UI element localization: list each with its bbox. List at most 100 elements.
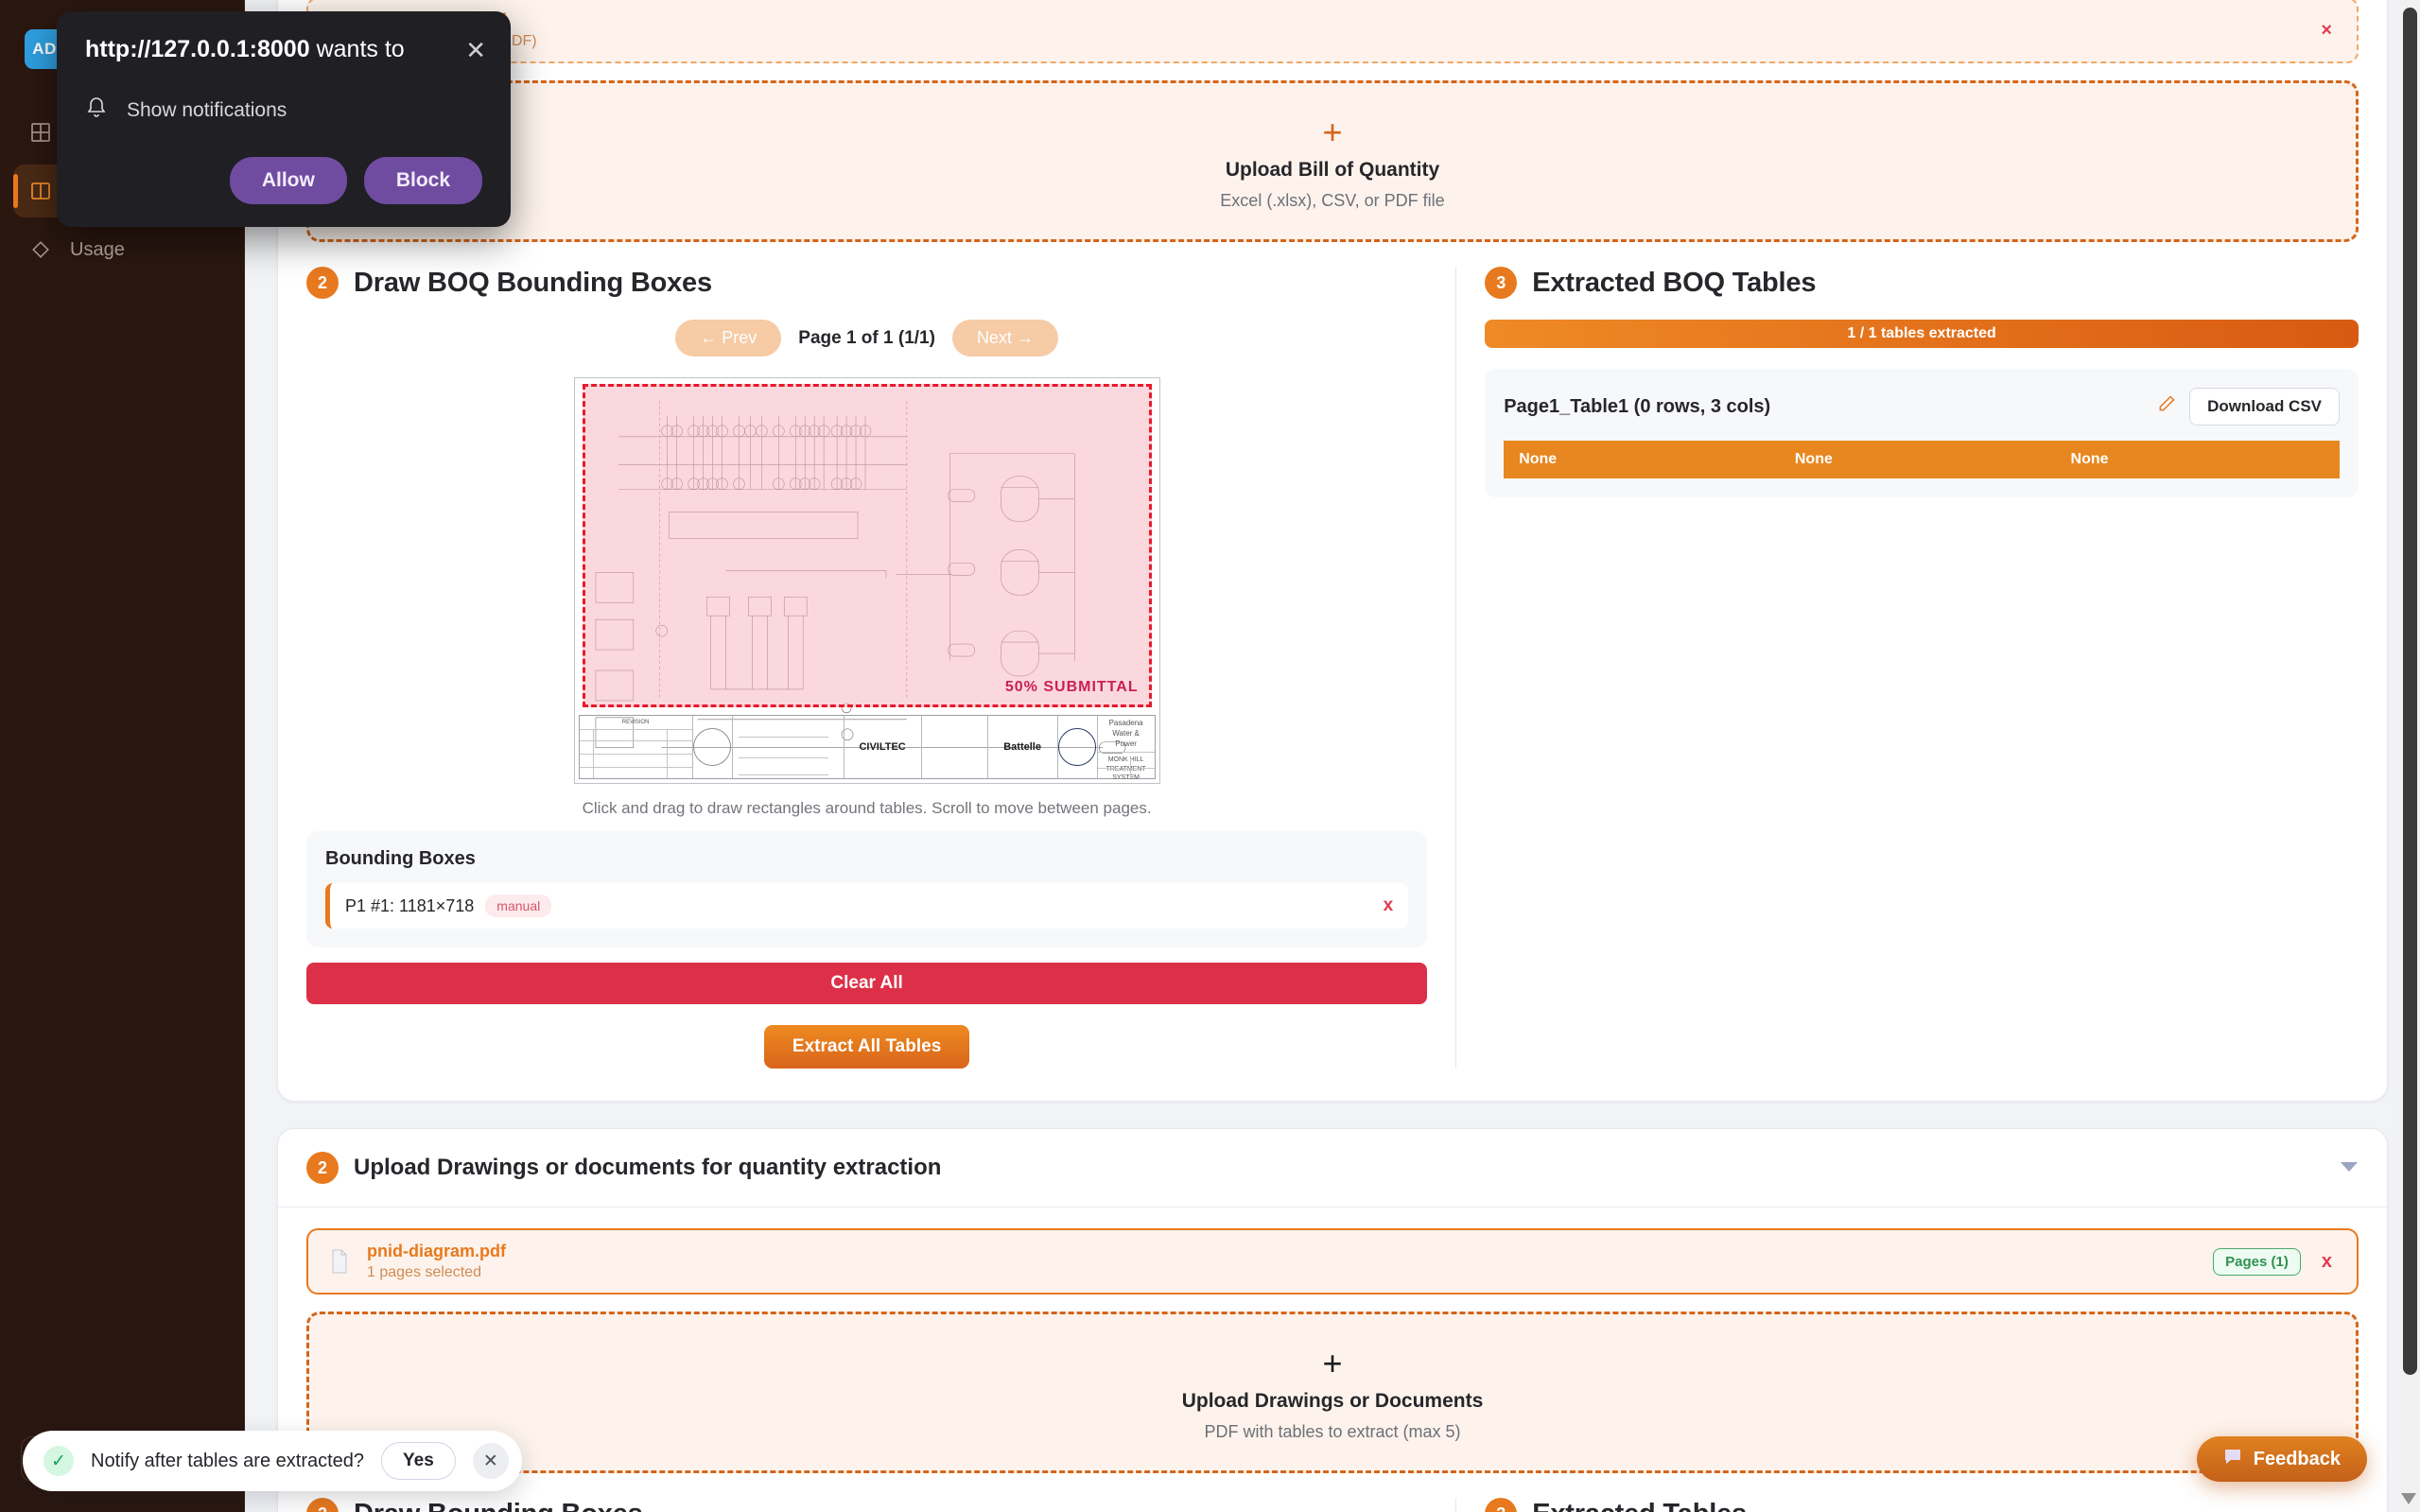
- clear-all-button[interactable]: Clear All: [306, 963, 1428, 1004]
- boq-file-chip[interactable]: pnid-diagram.pdf Pending extraction (PDF…: [306, 0, 2359, 63]
- extracted-table-header: Page1_Table1 (0 rows, 3 cols) Download C…: [1504, 388, 2341, 426]
- page-indicator: Page 1 of 1 (1/1): [798, 327, 935, 348]
- block-button[interactable]: Block: [363, 157, 482, 204]
- toast-message: Notify after tables are extracted?: [91, 1450, 365, 1471]
- drawings-dropzone-subtitle: PDF with tables to extract (max 5): [1204, 1422, 1461, 1441]
- drawings-extracted-header: 3 Extracted Tables: [1485, 1498, 2359, 1512]
- step-badge: 3: [1485, 1498, 1518, 1512]
- step-badge: 2: [306, 1152, 339, 1184]
- signature-lines: [733, 716, 844, 778]
- bounding-boxes-title: Bounding Boxes: [325, 848, 476, 869]
- boq-draw-title: Draw BOQ Bounding Boxes: [354, 267, 712, 298]
- sidebar-item-label: Usage: [70, 238, 125, 260]
- bounding-box-list-item[interactable]: P1 #1: 1181×718 manual x: [325, 883, 1409, 929]
- boq-file-remove-icon[interactable]: ×: [2321, 19, 2332, 41]
- drawings-draw-column: 2 Draw Bounding Boxes ← Prev Page 1 of 1…: [306, 1498, 1455, 1512]
- chevron-down-icon[interactable]: [2340, 1157, 2359, 1179]
- drawings-extracted-column: 3 Extracted Tables 0 / 1 tables extracte…: [1455, 1498, 2359, 1512]
- allow-button[interactable]: Allow: [229, 157, 347, 204]
- boq-extracted-header: 3 Extracted BOQ Tables: [1485, 267, 2359, 299]
- drawings-file-actions: Pages (1) x: [2213, 1247, 2338, 1276]
- boq-dropzone[interactable]: + Upload Bill of Quantity Excel (.xlsx),…: [306, 80, 2359, 242]
- engineer-seal-icon: [693, 728, 732, 766]
- bounding-box-label: P1 #1: 1181×718: [345, 895, 475, 915]
- main-content: pnid-diagram.pdf Pending extraction (PDF…: [245, 0, 2420, 1512]
- drawings-draw-header: 2 Draw Bounding Boxes: [306, 1498, 1427, 1512]
- boq-extracted-title: Extracted BOQ Tables: [1532, 267, 1817, 298]
- extracted-table: None None None: [1504, 441, 2341, 478]
- bell-icon: [85, 96, 108, 125]
- table-column-header: None: [2055, 441, 2341, 478]
- next-page-button[interactable]: Next →: [951, 320, 1058, 356]
- boq-extraction-progress: 1 / 1 tables extracted: [1485, 320, 2359, 348]
- drawings-file-status: 1 pages selected: [367, 1264, 481, 1280]
- engineer-address-text: [922, 716, 987, 729]
- drawings-file-name: pnid-diagram.pdf: [367, 1242, 506, 1260]
- scrollbar-thumb[interactable]: [2403, 8, 2417, 1375]
- drawing-project: MONK HILL TREATMENT SYSTEM: [1106, 756, 1146, 782]
- drawing-meta-grid: [1097, 757, 1155, 778]
- progress-fill: [1485, 320, 2359, 348]
- scroll-container[interactable]: pnid-diagram.pdf Pending extraction (PDF…: [245, 0, 2420, 1512]
- notification-title-suffix: wants to: [316, 36, 405, 62]
- boq-draw-column: 2 Draw BOQ Bounding Boxes ← Prev Page 1 …: [306, 267, 1455, 1069]
- notification-permission-popup: http://127.0.0.1:8000 wants to ✕ Show no…: [57, 11, 511, 227]
- sidebar-item-dashboard[interactable]: [13, 106, 231, 159]
- battelle-logo: Battelle: [1003, 741, 1041, 753]
- drawings-upload-panel: 2 Upload Drawings or documents for quant…: [277, 1128, 2388, 1512]
- page-scrollbar[interactable]: [2399, 0, 2420, 1512]
- close-icon[interactable]: ✕: [465, 36, 486, 64]
- extracted-table-card: Page1_Table1 (0 rows, 3 cols) Download C…: [1485, 369, 2359, 497]
- bounding-box-tag: manual: [485, 895, 552, 917]
- chat-bubble-icon: [2223, 1448, 2242, 1470]
- pdf-canvas[interactable]: 50% SUBMITTAL REVISION: [573, 377, 1160, 784]
- drawings-panel-title: Upload Drawings or documents for quantit…: [354, 1155, 942, 1180]
- plus-icon: +: [1322, 1344, 1343, 1382]
- drawings-file-remove-icon[interactable]: x: [2321, 1250, 2332, 1272]
- pencil-icon[interactable]: [2157, 394, 2176, 419]
- drawings-file-chip[interactable]: pnid-diagram.pdf 1 pages selected Pages …: [306, 1228, 2359, 1295]
- bounding-boxes-card: Bounding Boxes P1 #1: 1181×718 manual x: [306, 831, 1428, 947]
- extract-all-tables-button[interactable]: Extract All Tables: [763, 1025, 970, 1069]
- bounding-box-remove-icon[interactable]: x: [1383, 895, 1394, 915]
- notification-permission-label: Show notifications: [127, 98, 287, 121]
- drawings-dropzone[interactable]: + Upload Drawings or Documents PDF with …: [306, 1312, 2359, 1473]
- step-badge: 3: [1485, 267, 1518, 299]
- submittal-watermark: 50% SUBMITTAL: [1004, 679, 1139, 695]
- feedback-button[interactable]: Feedback: [2196, 1436, 2367, 1482]
- bounding-box-overlay[interactable]: [582, 384, 1152, 707]
- table-column-header: None: [1504, 441, 1780, 478]
- notification-origin: http://127.0.0.1:8000: [85, 36, 310, 62]
- pages-badge[interactable]: Pages (1): [2213, 1247, 2301, 1276]
- extracted-table-name: Page1_Table1 (0 rows, 3 cols): [1504, 395, 1771, 417]
- toast-close-icon[interactable]: ✕: [472, 1443, 509, 1479]
- drawings-file-texts: pnid-diagram.pdf 1 pages selected: [367, 1242, 506, 1281]
- civiltec-logo: CIVILTEC: [859, 741, 906, 753]
- draw-hint: Click and drag to draw rectangles around…: [582, 799, 1152, 817]
- grid-icon: [28, 120, 53, 145]
- scroll-down-arrow-icon[interactable]: [2401, 1493, 2416, 1504]
- notification-popup-title: http://127.0.0.1:8000 wants to: [85, 36, 482, 63]
- drawings-two-column: 2 Draw Bounding Boxes ← Prev Page 1 of 1…: [306, 1498, 2359, 1512]
- progress-label: 1 / 1 tables extracted: [1847, 325, 1996, 341]
- download-csv-button[interactable]: Download CSV: [2189, 388, 2341, 426]
- drawing-title-block: REVISION: [578, 715, 1156, 781]
- table-column-header: None: [1779, 441, 2056, 478]
- drawings-panel-header[interactable]: 2 Upload Drawings or documents for quant…: [278, 1129, 2387, 1207]
- boq-dropzone-title: Upload Bill of Quantity: [1225, 159, 1440, 181]
- extracted-table-actions: Download CSV: [2157, 388, 2341, 426]
- prev-page-button[interactable]: ← Prev: [675, 320, 782, 356]
- boq-pdf-preview-wrap: 50% SUBMITTAL REVISION: [306, 377, 1427, 784]
- check-icon: ✓: [44, 1446, 74, 1476]
- agency-seal-icon: [1058, 728, 1097, 766]
- drawing-owner: Pasadena Water & Power: [1097, 716, 1155, 754]
- notify-toast: ✓ Notify after tables are extracted? Yes…: [23, 1431, 522, 1491]
- notification-popup-buttons: Allow Block: [85, 157, 482, 204]
- boq-two-column: 2 Draw BOQ Bounding Boxes ← Prev Page 1 …: [306, 267, 2359, 1069]
- revision-label: REVISION: [579, 716, 692, 731]
- columns-icon: [28, 179, 53, 203]
- sidebar-item-usage[interactable]: Usage: [13, 223, 231, 276]
- drawings-draw-title: Draw Bounding Boxes: [354, 1499, 643, 1512]
- toast-yes-button[interactable]: Yes: [381, 1442, 456, 1480]
